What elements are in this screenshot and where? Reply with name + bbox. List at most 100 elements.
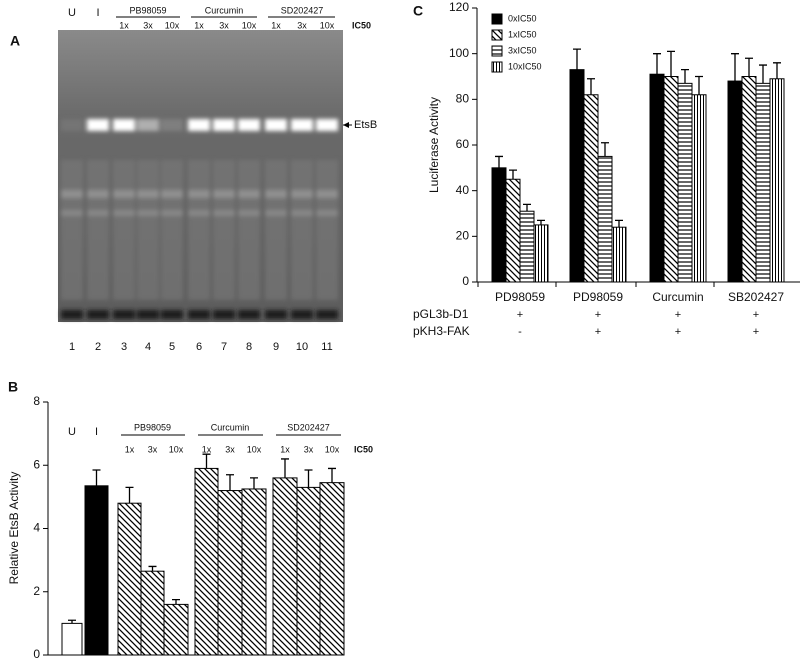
- gel-band: [161, 210, 183, 216]
- error-bar: [304, 469, 313, 488]
- lane-number: 11: [321, 341, 332, 353]
- bar: [272, 477, 298, 656]
- bar: [741, 76, 757, 283]
- legend-label: 0xIC50: [508, 13, 537, 23]
- gel-band: [291, 190, 313, 198]
- error-bar: [281, 458, 289, 478]
- gel-bands: [61, 119, 338, 319]
- x-tick-label: 3x: [225, 444, 235, 454]
- row-value: +: [753, 326, 759, 338]
- y-tick-label: 80: [456, 92, 470, 106]
- lane-number: 1: [69, 341, 75, 353]
- x-tick-label: 1x: [202, 444, 212, 454]
- gel-smear: [188, 160, 210, 300]
- legend-label: 3xIC50: [508, 45, 537, 55]
- gel-band: [61, 210, 83, 216]
- gel-band: [213, 190, 235, 198]
- row-value: +: [595, 326, 601, 338]
- lane-label: 1x: [194, 20, 204, 30]
- bar: [319, 482, 345, 656]
- x-tick-label: I: [95, 426, 98, 438]
- x-tick-label: 3x: [148, 444, 158, 454]
- gel-band: [113, 310, 135, 319]
- lane-label: 3x: [143, 20, 153, 30]
- gel-band: [87, 210, 109, 216]
- lane-number: 4: [145, 341, 151, 353]
- y-axis-label: Luciferase Activity: [427, 97, 441, 193]
- gel-smear: [238, 160, 260, 300]
- gel-band: [113, 190, 135, 198]
- bar: [727, 80, 743, 283]
- y-tick-label: 6: [33, 457, 40, 471]
- row-label: pGL3b-D1: [413, 307, 469, 321]
- error-bar: [695, 75, 703, 95]
- y-tick-label: 20: [456, 229, 470, 243]
- gel-band: [61, 310, 83, 319]
- lane-number: 5: [169, 341, 175, 353]
- error-bar: [523, 203, 531, 212]
- gel-smear: [87, 160, 109, 300]
- error-bar: [731, 53, 739, 82]
- error-bar: [202, 453, 211, 469]
- gel-band: [161, 119, 183, 131]
- error-bar: [773, 62, 781, 79]
- gel-smear: [291, 160, 313, 300]
- x-tick-label: 10x: [247, 444, 262, 454]
- gel-band: [238, 190, 260, 198]
- group-label: Curcumin: [205, 5, 244, 15]
- unit-label: IC50: [354, 444, 373, 454]
- panel-label: B: [8, 379, 18, 395]
- gel-band: [87, 190, 109, 198]
- bar: [533, 224, 549, 283]
- gel-smear: [316, 160, 338, 300]
- lane-label: 10x: [165, 20, 180, 30]
- gel-band: [316, 210, 338, 216]
- gel-band: [213, 310, 235, 319]
- legend-swatch: [491, 13, 503, 25]
- unit-label: IC50: [352, 20, 371, 30]
- bar: [597, 155, 613, 283]
- bar: [491, 167, 507, 283]
- lane-label: 1x: [119, 20, 129, 30]
- lane-label: 3x: [219, 20, 229, 30]
- bar: [117, 502, 142, 656]
- gel-band: [188, 119, 210, 131]
- gel-band: [87, 119, 109, 131]
- gel-band: [265, 310, 287, 319]
- x-tick-label: Curcumin: [652, 290, 703, 304]
- legend-swatch: [491, 61, 503, 73]
- x-tick-label: 10x: [169, 444, 184, 454]
- bar: [163, 603, 189, 656]
- lane-label: 10x: [242, 20, 257, 30]
- group-label: SD202427: [287, 422, 330, 432]
- row-value: +: [595, 309, 601, 321]
- gel-band: [291, 210, 313, 216]
- error-bar: [148, 565, 157, 572]
- error-bar: [172, 599, 180, 605]
- row-value: +: [675, 326, 681, 338]
- gel-band: [316, 190, 338, 198]
- error-bar: [587, 78, 595, 95]
- bar: [61, 622, 83, 656]
- lane-number: 6: [196, 341, 202, 353]
- error-bar: [681, 69, 689, 84]
- gel-band: [238, 310, 260, 319]
- group-label: PB98059: [134, 422, 171, 432]
- lane-number: 8: [246, 341, 252, 353]
- error-bar: [226, 474, 234, 491]
- error-bar: [537, 219, 545, 225]
- x-tick-label: 3x: [304, 444, 314, 454]
- x-tick-label: 1x: [125, 444, 135, 454]
- gel-band: [137, 119, 159, 131]
- x-tick-label: 1x: [280, 444, 290, 454]
- panel-label: A: [10, 33, 20, 49]
- legend-label: 10xIC50: [508, 61, 542, 71]
- gel-smear: [161, 160, 183, 300]
- gel-band: [213, 119, 235, 131]
- x-tick-label: PD98059: [573, 290, 623, 304]
- error-bar: [509, 169, 517, 180]
- bar: [194, 467, 219, 656]
- row-value: +: [675, 309, 681, 321]
- row-label: pKH3-FAK: [413, 324, 470, 338]
